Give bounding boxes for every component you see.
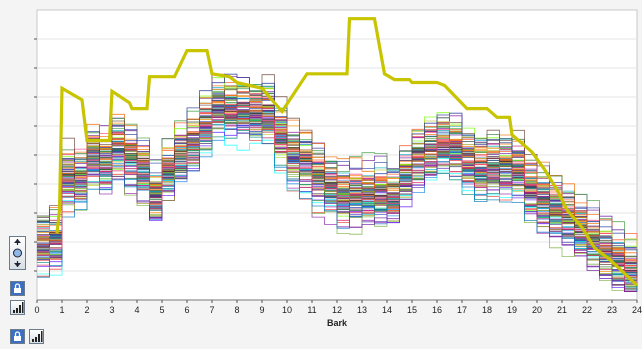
x-axis: 0 1 2 3 4 5 6 7 8 9 10 11 12 13 14 15 16 17 18 19 20 21 22 23 24… — [34, 299, 642, 328]
scale-x-button[interactable] — [29, 329, 44, 344]
x-tick-label: 13 — [357, 305, 367, 315]
x-tick-label: 7 — [209, 305, 214, 315]
x-tick-label: 23 — [607, 305, 617, 315]
highlight-series-line — [55, 17, 639, 287]
x-tick-label: 9 — [259, 305, 264, 315]
series-line — [37, 106, 638, 284]
x-tick-label: 4 — [134, 305, 139, 315]
x-tick-label: 16 — [432, 305, 442, 315]
x-tick-label: 1 — [59, 305, 64, 315]
x-tick-label: 18 — [482, 305, 492, 315]
x-tick-label: 19 — [507, 305, 517, 315]
x-tick-label: 12 — [332, 305, 342, 315]
signal-bars-icon — [13, 302, 24, 313]
series-line — [37, 112, 638, 292]
x-tick-label: 8 — [234, 305, 239, 315]
x-tick-label: 5 — [159, 305, 164, 315]
x-tick-label: 10 — [282, 305, 292, 315]
x-tick-label: 24 — [632, 305, 642, 315]
lock-y-button[interactable] — [10, 281, 25, 296]
lock-icon — [11, 330, 24, 343]
highlight-series — [55, 17, 639, 287]
x-tick-label: 6 — [184, 305, 189, 315]
x-tick-label: 11 — [307, 305, 316, 315]
x-tick-label: 3 — [109, 305, 114, 315]
x-tick-label: 22 — [582, 305, 592, 315]
x-tick-label: 2 — [84, 305, 89, 315]
lock-icon — [11, 282, 24, 295]
x-tick-label: 0 — [34, 305, 39, 315]
x-axis-title: Bark — [327, 318, 348, 328]
lock-x-button[interactable] — [10, 329, 25, 344]
x-tick-label: 20 — [532, 305, 542, 315]
zoom-fit-icon — [13, 239, 22, 267]
scale-y-button[interactable] — [10, 300, 25, 315]
x-tick-label: 15 — [407, 305, 417, 315]
x-tick-label: 17 — [457, 305, 467, 315]
series-lines — [37, 73, 638, 292]
zoom-fit-button[interactable] — [9, 236, 26, 270]
x-tick-label: 14 — [382, 305, 392, 315]
x-tick-label: 21 — [557, 305, 567, 315]
signal-bars-icon — [32, 331, 43, 342]
